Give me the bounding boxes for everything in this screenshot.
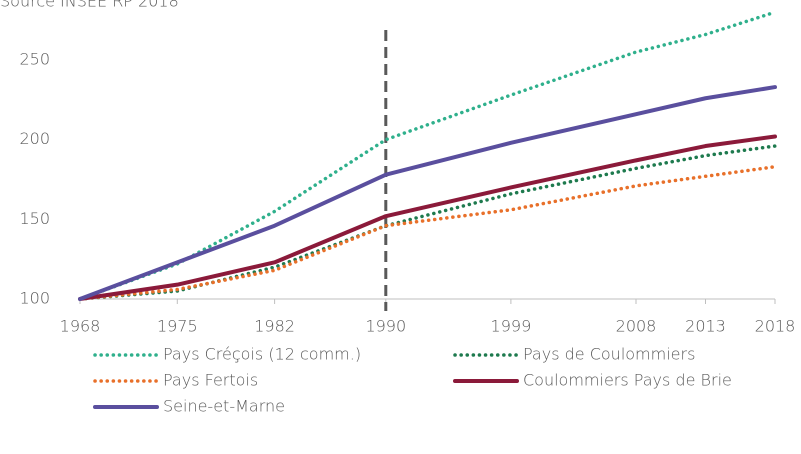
x-tick-label: 2013 [685,317,726,336]
series-line [78,85,777,301]
x-tick-label: 1968 [60,317,101,336]
x-tick-label: 1990 [365,317,406,336]
series-line [78,144,777,301]
legend-label: Seine-et-Marne [163,397,285,416]
y-tick-label: 200 [19,129,50,148]
y-tick-label: 250 [19,50,50,69]
legend-label: Pays Créçois (12 comm.) [163,345,361,364]
legend-label: Coulommiers Pays de Brie [523,371,732,390]
legend-label: Pays de Coulommiers [523,345,695,364]
series-line [78,10,777,301]
series-line [78,134,777,301]
legend-label: Pays Fertois [163,371,258,390]
y-tick-label: 150 [19,209,50,228]
series-line [78,165,777,301]
x-tick-label: 1999 [491,317,532,336]
source-note: Source INSEE RP 2018 [0,0,179,11]
x-tick-label: 2018 [755,317,796,336]
y-tick-label: 100 [19,289,50,308]
x-tick-label: 1982 [254,317,295,336]
x-tick-label: 2008 [616,317,657,336]
x-tick-label: 1975 [157,317,198,336]
